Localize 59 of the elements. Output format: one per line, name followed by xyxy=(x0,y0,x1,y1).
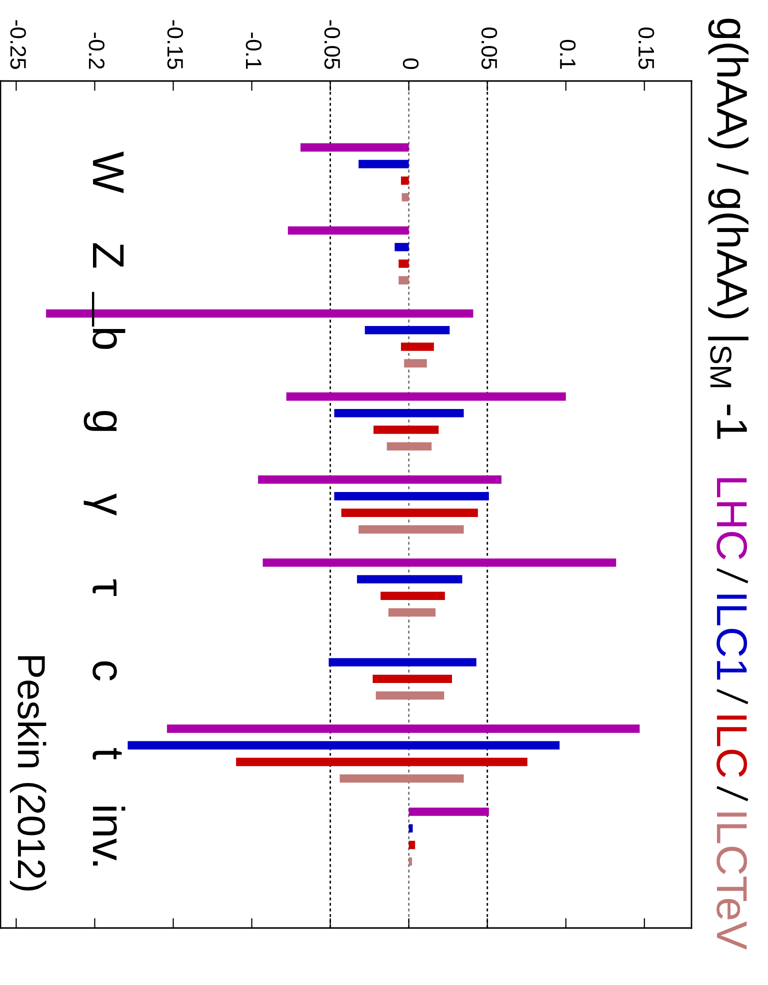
bar xyxy=(408,824,413,833)
y-tick-label: τ xyxy=(92,579,116,596)
y-tick-label: c xyxy=(92,661,117,681)
text: g(hAA) / g(hAA) |$_{SM}$ -1 xyxy=(708,18,748,439)
bar xyxy=(376,691,444,700)
y-tick-label: inv. xyxy=(93,806,126,866)
bar xyxy=(334,492,489,500)
bar xyxy=(258,475,502,484)
bar xyxy=(340,774,464,783)
bar xyxy=(262,558,616,567)
text: ILCTeV xyxy=(716,812,748,950)
bar xyxy=(364,326,450,334)
bar xyxy=(236,758,528,766)
bar xyxy=(358,525,464,534)
y-tick-label: Z xyxy=(93,243,124,268)
bar xyxy=(408,840,416,850)
bar xyxy=(380,592,445,600)
x-tick-label: 0 xyxy=(402,58,419,70)
bar xyxy=(341,508,478,517)
bar xyxy=(334,409,464,418)
text: ILC xyxy=(716,716,748,778)
bar xyxy=(398,276,409,284)
bar xyxy=(46,309,474,318)
bar xyxy=(300,143,409,152)
bar xyxy=(128,741,560,750)
bar xyxy=(386,442,432,451)
bar xyxy=(404,359,427,368)
bar xyxy=(394,242,409,252)
x-tick-label: -0.1 xyxy=(246,32,262,69)
bar xyxy=(286,392,566,401)
x-tick-label: -0.2 xyxy=(88,32,104,69)
annotation: Peskin (2012) xyxy=(10,656,46,891)
x-tick-label: 0.05 xyxy=(481,28,498,69)
bar xyxy=(402,193,409,202)
bar xyxy=(358,160,409,168)
x-tick-label: 0.1 xyxy=(560,40,576,69)
bar xyxy=(166,724,640,733)
x-tick-label: -0.15 xyxy=(167,20,184,69)
x-tick-label: -0.25 xyxy=(10,20,26,69)
text: ILC1 xyxy=(716,594,748,680)
bar xyxy=(328,658,476,666)
bar xyxy=(408,808,489,816)
y-tick-label: g xyxy=(84,410,117,431)
x-tick-label: 0.15 xyxy=(638,28,654,69)
y-tick-label: γ xyxy=(84,494,116,516)
bar xyxy=(356,575,462,584)
bar xyxy=(288,226,409,235)
y-tick-label: W xyxy=(93,152,124,194)
bar xyxy=(388,608,436,617)
bar xyxy=(400,176,409,185)
y-tick-label: t xyxy=(92,748,122,760)
bar xyxy=(408,857,412,866)
bar xyxy=(372,674,452,684)
bar xyxy=(398,260,409,268)
text: LHC xyxy=(716,478,748,560)
bar xyxy=(373,426,439,434)
y-tick-label: b xyxy=(92,328,126,349)
x-tick-label: -0.05 xyxy=(324,20,340,69)
bar xyxy=(400,342,434,351)
